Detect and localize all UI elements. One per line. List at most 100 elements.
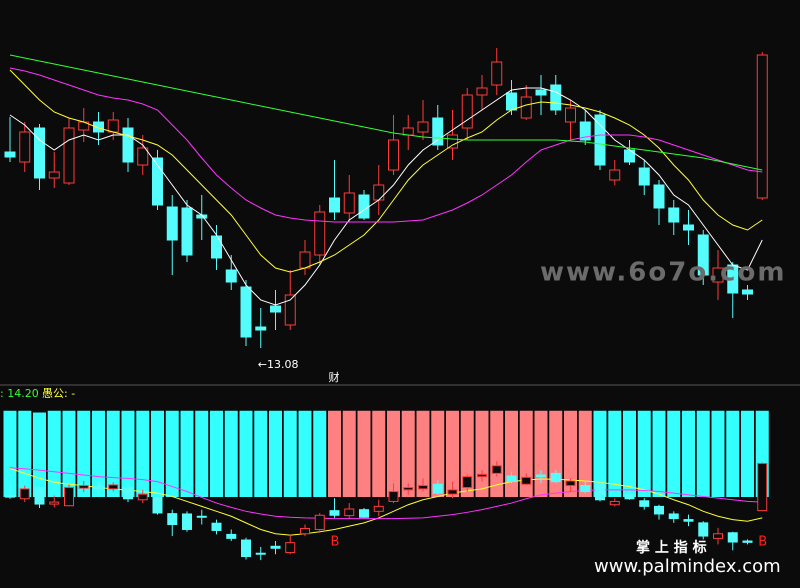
indicator-bar [741, 410, 754, 497]
moving-average [9, 467, 763, 520]
candle-body [48, 171, 60, 179]
indicator-bar [210, 410, 223, 497]
candle-body [373, 184, 385, 201]
watermark: www.6o7o.com [540, 258, 786, 288]
candle-body [241, 539, 251, 558]
candle-body [462, 476, 473, 489]
indicator-bar [564, 410, 577, 497]
indicator-bar [47, 410, 61, 497]
candle-body [314, 211, 326, 256]
indicator-bar [342, 410, 356, 497]
indicator-bar [401, 410, 415, 497]
indicator-bar [475, 410, 489, 497]
candle-body [329, 510, 340, 516]
candle-body [402, 127, 414, 136]
indicator-bar [180, 410, 194, 497]
low-label: ←13.08 [258, 358, 299, 371]
candle-body [579, 121, 591, 141]
candle-body [550, 84, 562, 111]
indicator-bar [239, 410, 253, 497]
indicator-bar [608, 410, 622, 497]
candle-body [167, 513, 178, 526]
indicator-bar [490, 410, 504, 497]
candle-body [343, 192, 355, 214]
candle-body [668, 207, 680, 223]
candle-body [506, 475, 517, 483]
candle-body [19, 131, 31, 163]
candle-body [668, 513, 679, 520]
indicator-bar [62, 410, 76, 497]
candle-body [196, 515, 207, 518]
candle-body [756, 54, 768, 199]
indicator-bar [151, 410, 164, 497]
moving-average [9, 54, 763, 171]
candle-body [491, 61, 503, 86]
candle-body [535, 89, 547, 96]
indicator-bar [667, 410, 681, 497]
candle-body [270, 545, 281, 549]
watermark: www.palmindex.com [594, 556, 781, 577]
candle-body [520, 96, 532, 119]
candle-body [34, 487, 45, 505]
candle-body [107, 119, 119, 133]
candle-body [476, 87, 488, 96]
indicator-bar [3, 410, 17, 497]
candle-body [417, 121, 429, 133]
indicator-bar [387, 410, 400, 497]
candle-body [713, 533, 723, 539]
candle-body [624, 494, 635, 500]
indicator-bar [534, 410, 548, 497]
indicator-label: : 14.20 [0, 387, 39, 400]
candle-body [757, 462, 768, 512]
indicator-bar [283, 410, 297, 497]
candle-body [432, 117, 444, 146]
moving-average [9, 467, 763, 536]
indicator-bar [637, 410, 651, 497]
candle-body [712, 267, 724, 283]
candle-body [300, 527, 310, 535]
indicator-bar [165, 410, 179, 497]
candle-body [285, 542, 296, 554]
indicator-bar [460, 410, 474, 497]
labels: : 14.20 愚公: - www.6o7o.com 掌 上 指 标 www.p… [0, 258, 786, 578]
candle-body [314, 514, 325, 530]
candle-body [137, 147, 149, 166]
indicator-bar [92, 410, 105, 497]
moving-average [9, 69, 763, 273]
candle-body [284, 294, 296, 326]
candle-body [521, 476, 532, 485]
candle-body [299, 251, 311, 269]
candle-body [211, 235, 222, 259]
candle-body [181, 207, 193, 256]
candle-body [491, 465, 502, 474]
watermark: 掌 上 指 标 [636, 539, 707, 556]
candle-body [152, 157, 163, 206]
indicator-bar [431, 410, 445, 497]
candle-body [654, 505, 664, 515]
candle-body [432, 483, 443, 494]
indicator-bar [269, 410, 282, 497]
candle-body [388, 139, 399, 171]
candle-body [536, 474, 546, 478]
indicator-bar [136, 410, 150, 497]
candle-body [240, 286, 252, 338]
indicator-bar [106, 410, 120, 497]
candle-body [447, 134, 458, 149]
candle-body [93, 121, 104, 133]
candle-body [639, 500, 650, 507]
candle-body [225, 269, 237, 283]
candle-body [19, 488, 30, 500]
candle-body [63, 127, 75, 184]
candle-body [594, 114, 606, 166]
indicator-bar [652, 410, 666, 497]
signal-label: B [331, 535, 340, 550]
candle-body [418, 485, 428, 490]
candle-body [152, 496, 163, 514]
indicator-bar [254, 410, 268, 497]
indicator-bar [224, 410, 238, 497]
signal-label: B [758, 535, 767, 550]
indicator-bar [328, 410, 341, 497]
candle-body [727, 532, 738, 543]
indicator-bar [726, 410, 740, 497]
